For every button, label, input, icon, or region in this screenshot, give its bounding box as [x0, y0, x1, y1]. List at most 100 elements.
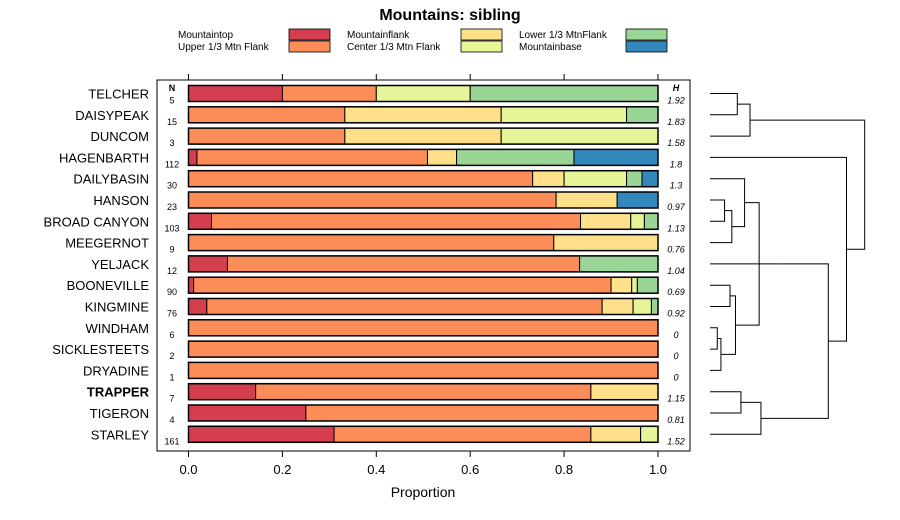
h-value: 0.92 [667, 309, 685, 319]
h-value: 1.04 [667, 266, 685, 276]
bar-outline [187, 191, 659, 209]
bar-segment [188, 298, 208, 315]
n-value: 76 [167, 309, 177, 319]
dendrogram-link [710, 103, 751, 137]
legend-swatch [288, 28, 331, 41]
n-value: 23 [167, 202, 177, 212]
bar-segment [188, 170, 534, 188]
category-label: WINDHAM [85, 321, 149, 336]
h-value: 1.58 [667, 138, 685, 148]
h-value: 0.76 [667, 245, 685, 255]
bar-segment [555, 191, 618, 209]
h-value: 1.52 [667, 436, 685, 446]
bar-segment [193, 276, 612, 294]
bar-segment [188, 255, 228, 273]
legend-label: Center 1/3 Mtn Flank [347, 42, 441, 53]
bar-segment [188, 361, 659, 379]
bar-segment [188, 319, 659, 337]
n-value: 5 [169, 96, 174, 106]
bar-segment [601, 298, 634, 315]
bar-segment [650, 298, 659, 315]
bar-segment [610, 276, 633, 294]
dendrogram-link [720, 295, 736, 355]
bar-outline [187, 404, 659, 422]
dendrogram [710, 93, 866, 435]
category-label: TELCHER [88, 87, 149, 102]
legend-swatch [460, 28, 503, 41]
dendrogram-link [710, 284, 731, 307]
n-value: 4 [169, 415, 174, 425]
bar-outline [187, 340, 659, 358]
bar-segment [188, 106, 346, 124]
bar-segment [206, 298, 603, 315]
bar-segment [188, 425, 335, 443]
category-label: BOONEVILLE [67, 278, 150, 293]
bar-outline [187, 319, 659, 337]
h-value: 1.83 [667, 117, 685, 127]
category-label: DRYADINE [83, 363, 149, 378]
bar-segment [188, 404, 307, 422]
dendrogram-link [710, 337, 722, 371]
chart-title: Mountains: sibling [379, 7, 520, 24]
n-value: 90 [167, 287, 177, 297]
bar-segment [643, 212, 659, 230]
h-value: 0 [673, 351, 678, 361]
bar-segment [500, 106, 628, 124]
bar-segment [630, 212, 645, 230]
bar-segment [188, 383, 257, 401]
category-label: MEEGERNOT [65, 236, 149, 251]
x-axis-label: Proportion [391, 484, 456, 500]
x-tick-label: 0.0 [179, 462, 197, 477]
bar-segment [626, 106, 659, 124]
bar-segment [188, 127, 346, 145]
bar-outline [187, 276, 659, 294]
bar-outline [187, 361, 659, 380]
bar-segment [500, 127, 659, 145]
bar-segment [188, 276, 195, 294]
n-value: 2 [169, 351, 174, 361]
bar-segment [579, 255, 659, 273]
category-label: HANSON [93, 193, 149, 208]
bar-segment [333, 425, 592, 443]
h-value: 0.81 [667, 415, 685, 425]
bar-outline [187, 425, 659, 444]
bar-segment [563, 170, 628, 188]
bar-segment [636, 276, 659, 294]
bar-outline [187, 106, 659, 124]
category-label: DUNCOM [91, 129, 150, 144]
bar-outline [187, 148, 659, 167]
x-tick-label: 0.6 [461, 462, 479, 477]
h-value: 1.3 [670, 181, 683, 191]
bar-segment [573, 148, 659, 166]
bar-segment [469, 85, 659, 102]
dendrogram-link [710, 93, 738, 116]
h-value: 0.97 [667, 202, 686, 212]
dendrogram-link [760, 263, 829, 419]
category-label: DAISYPEAK [75, 108, 149, 123]
bar-segment [590, 425, 642, 443]
n-value: 3 [169, 138, 174, 148]
n-value: 103 [164, 223, 179, 233]
category-label: TIGERON [90, 406, 149, 421]
dendrogram-link [710, 156, 847, 342]
bar-segment [188, 85, 283, 102]
bar-segment [188, 191, 557, 209]
h-value: 1.92 [667, 96, 685, 106]
h-value: 1.8 [670, 159, 683, 169]
h-value: 0.69 [667, 287, 685, 297]
bar-segment [532, 170, 565, 188]
legend-swatch [625, 28, 668, 41]
bar-outline [187, 212, 659, 231]
dendrogram-link [710, 178, 746, 228]
bar-outline [187, 255, 659, 273]
legend-swatch [625, 40, 668, 53]
bar-segment [626, 170, 643, 188]
bar-segment [211, 212, 582, 230]
h-value: 1.13 [667, 223, 685, 233]
bar-segment [590, 383, 659, 401]
legend-label: Lower 1/3 MtnFlank [519, 30, 608, 41]
n-value: 6 [169, 330, 174, 340]
x-tick-label: 0.8 [555, 462, 573, 477]
bar-segment [375, 85, 471, 102]
